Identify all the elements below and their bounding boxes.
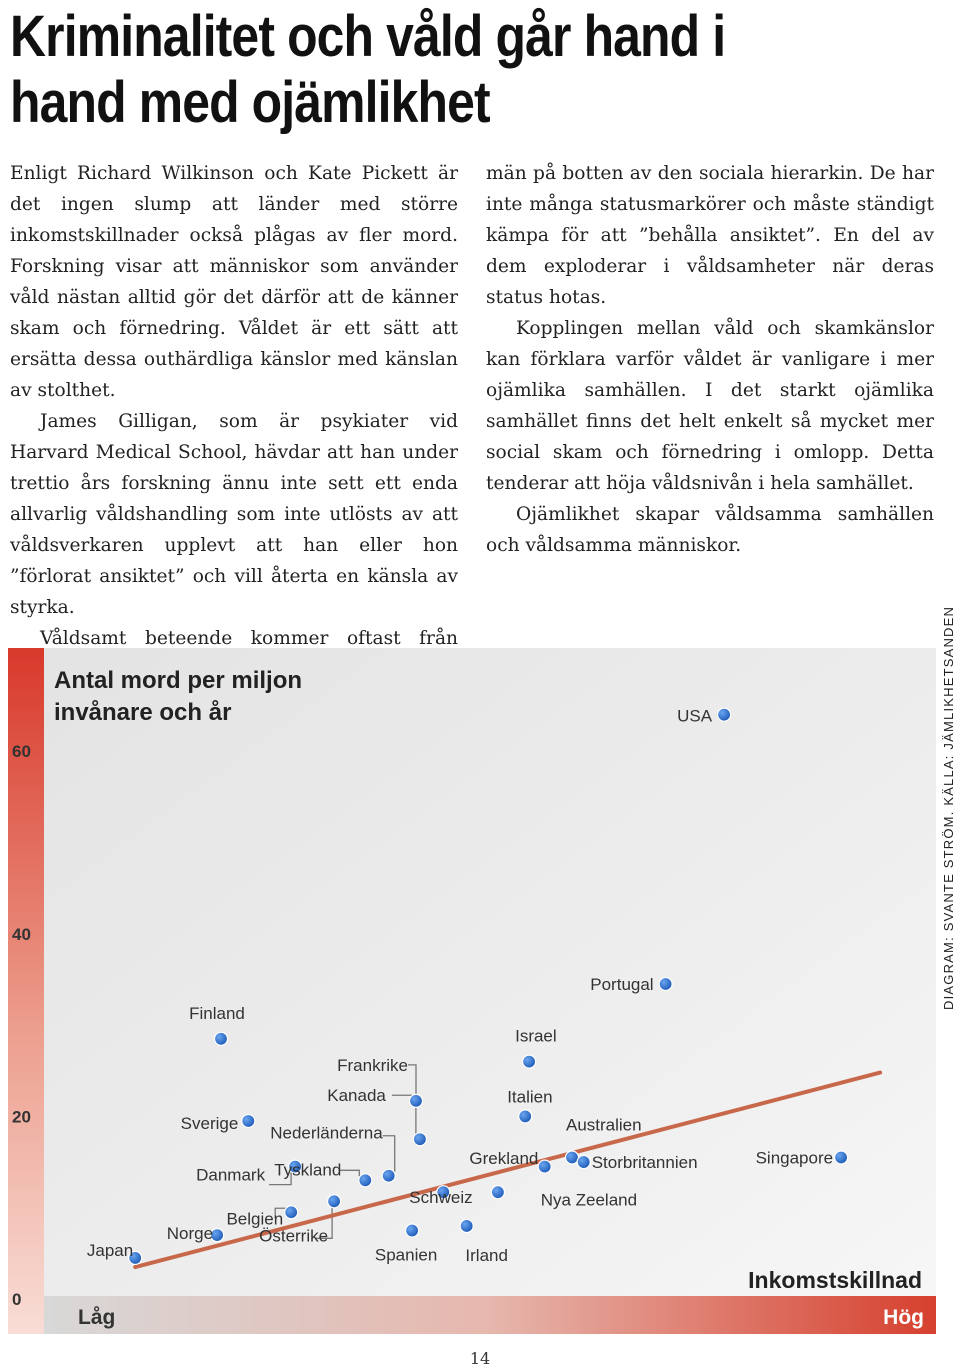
chart-background — [8, 648, 936, 1334]
data-label-frankrike: Frankrike — [337, 1056, 408, 1075]
data-label-danmark: Danmark — [196, 1166, 265, 1185]
chart-title-line-1: Antal mord per miljon — [54, 667, 302, 694]
data-point-norge — [210, 1227, 225, 1243]
leader-line-frankrike — [408, 1064, 417, 1095]
x-high-label: Hög — [883, 1306, 924, 1329]
headline: Kriminalitet och våld går hand i hand me… — [10, 4, 726, 135]
data-point-danmark — [288, 1159, 303, 1174]
data-label-singapore: Singapore — [756, 1148, 834, 1167]
chart-title-line-2: invånare och år — [54, 699, 231, 726]
data-point-usa — [716, 707, 732, 722]
data-label-israel: Israel — [515, 1027, 557, 1046]
x-axis-label: Inkomstskillnad — [748, 1267, 922, 1293]
data-point--sterrike — [327, 1194, 342, 1209]
data-label-usa: USA — [677, 707, 713, 726]
data-point-australien — [564, 1150, 580, 1165]
data-point-finland — [213, 1031, 229, 1046]
data-point-irland — [459, 1218, 474, 1234]
data-point-singapore — [833, 1150, 849, 1165]
data-label-japan: Japan — [87, 1241, 133, 1260]
data-label-grekland: Grekland — [469, 1149, 538, 1168]
data-label-finland: Finland — [189, 1004, 245, 1023]
y-tick-label: 20 — [12, 1107, 31, 1126]
data-label-nya-zeeland: Nya Zeeland — [541, 1191, 637, 1210]
data-label-kanada: Kanada — [327, 1086, 386, 1105]
y-scale-bar — [8, 648, 44, 1334]
article-column-right: män på botten av den sociala hierarkin. … — [486, 158, 934, 561]
y-tick-label: 60 — [12, 742, 31, 761]
data-label-storbritannien: Storbritannien — [592, 1153, 698, 1172]
article-paragraph: Ojämlikhet skapar våldsamma samhällen oc… — [486, 504, 934, 556]
chart-credit: DIAGRAM: SVANTE STRÖM. KÄLLA: JÄMLIKHETS… — [941, 605, 956, 1010]
y-tick-label: 0 — [12, 1290, 21, 1309]
data-point-grekland — [490, 1185, 505, 1200]
leader-line-nederl-nderna — [382, 1135, 396, 1172]
article-paragraph: James Gilligan, som är psykiater vid Har… — [10, 411, 458, 618]
data-point-japan — [128, 1250, 143, 1266]
page-number: 14 — [469, 1349, 491, 1368]
data-label-norge: Norge — [167, 1224, 213, 1243]
data-point-portugal — [658, 976, 673, 992]
leader-line-tyskland — [339, 1169, 360, 1177]
y-tick-label: 40 — [12, 925, 31, 944]
data-label-italien: Italien — [507, 1087, 552, 1106]
data-label-portugal: Portugal — [590, 975, 653, 994]
leader-line-belgien — [274, 1207, 288, 1219]
scatter-chart: 0 20 40 60 Antal mord per miljon invånare o… — [8, 648, 936, 1334]
data-label-schweiz: Schweiz — [409, 1188, 472, 1207]
chart-svg: 0 20 40 60 Antal mord per miljon invånare o… — [8, 648, 936, 1334]
data-point-spanien — [405, 1223, 420, 1238]
data-label-tyskland: Tyskland — [274, 1160, 341, 1179]
x-low-label: Låg — [78, 1306, 115, 1329]
data-point-storbritannien — [576, 1154, 591, 1170]
x-scale-bar — [44, 1296, 936, 1334]
data-point-israel — [521, 1054, 537, 1069]
article-column-left: Enligt Richard Wilkinson och Kate Picket… — [10, 158, 458, 685]
data-point-kanada — [412, 1132, 427, 1147]
data-label-australien: Australien — [566, 1115, 642, 1134]
data-label-belgien: Belgien — [226, 1209, 283, 1228]
data-point-schweiz — [436, 1185, 451, 1200]
data-label-sverige: Sverige — [181, 1114, 239, 1133]
data-point-nederl-nderna — [381, 1168, 396, 1183]
data-label-irland: Irland — [465, 1246, 508, 1265]
data-point-tyskland — [358, 1173, 373, 1188]
data-point-belgien — [284, 1205, 299, 1220]
data-label-nederl-nderna: Nederländerna — [270, 1124, 383, 1143]
article-paragraph: Kopplingen mellan våld och skamkänslor k… — [486, 318, 934, 494]
data-point-nya-zeeland — [537, 1159, 552, 1174]
data-label--sterrike: Österrike — [259, 1226, 328, 1245]
data-point-frankrike — [408, 1093, 424, 1108]
data-point-italien — [518, 1109, 533, 1124]
trend-line — [133, 1070, 883, 1270]
data-point-sverige — [241, 1113, 256, 1129]
leader-line-danmark — [269, 1170, 292, 1186]
article-paragraph: män på botten av den sociala hierarkin. … — [486, 163, 934, 308]
article-paragraph: Enligt Richard Wilkinson och Kate Picket… — [10, 163, 458, 401]
data-label-spanien: Spanien — [375, 1246, 437, 1265]
